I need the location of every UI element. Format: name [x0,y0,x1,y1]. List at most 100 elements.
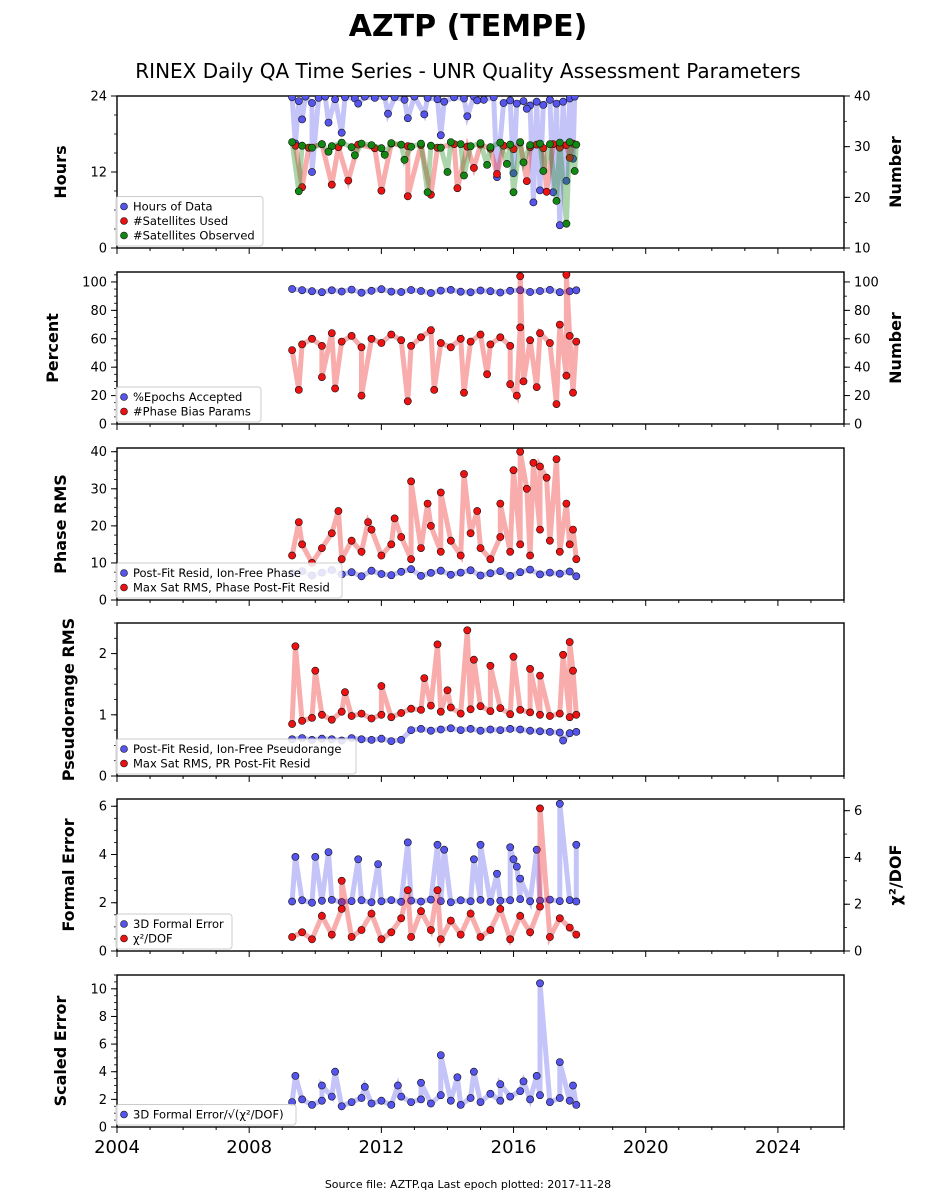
data-point [390,96,399,102]
legend-label: Max Sat RMS, PR Post-Fit Resid [133,757,310,771]
data-point [456,709,465,718]
y2-tick-label: 60 [854,332,871,347]
data-point [526,928,534,937]
legend-marker [120,745,128,753]
data-point [506,725,515,733]
data-point [321,96,330,101]
data-point [308,935,316,944]
data-point [516,540,525,549]
data-point [347,568,356,577]
y-tick-label: 4 [99,1065,107,1080]
data-point [555,288,564,297]
data-point [417,333,425,342]
data-point [536,902,544,911]
data-point [546,895,554,904]
data-point [456,287,465,296]
data-point [407,341,415,350]
data-point [559,97,567,106]
data-point [565,713,574,722]
data-point [516,448,525,456]
panel-6: 2004 2008 2012 2016 2020 2024 0 2 4 6 8 10 Scaled Er… [51,974,845,1158]
data-point [377,935,386,944]
y-tick-label: 0 [99,1121,107,1136]
data-point [387,571,396,580]
data-point [436,1091,445,1100]
data-point [486,340,495,349]
data-point [572,337,581,346]
figure-subtitle: RINEX Daily QA Time Series - UNR Quality… [135,59,800,83]
data-point [496,499,505,508]
data-point [562,499,571,508]
y2-tick-label: 100 [854,275,879,290]
data-point [555,914,564,923]
legend: %Epochs Accepted#Phase Bias Params [115,386,262,423]
data-point [433,96,442,104]
data-point [512,862,521,871]
data-point [572,140,581,149]
data-point [436,935,445,944]
data-point [337,707,346,716]
data-point [337,905,346,913]
y-axis-label: Formal Error [59,818,78,931]
data-point [526,141,534,149]
data-point [347,285,356,294]
data-point [387,896,396,904]
data-point [390,514,399,523]
data-point [436,143,445,152]
series-blue [288,96,579,230]
data-point [506,843,515,852]
data-point [493,170,501,178]
data-point [516,874,525,883]
y-tick-label: 6 [99,1038,107,1053]
data-point [407,704,415,713]
data-point [476,544,485,552]
data-point [377,339,386,347]
data-point [562,371,571,380]
data-point [476,840,485,849]
data-point [519,1077,528,1086]
data-point [555,709,564,718]
y2-tick-label: 40 [854,90,871,105]
data-point [331,96,339,104]
data-point [433,886,442,895]
legend-marker [120,920,128,928]
data-point [460,96,468,103]
data-point [502,159,511,168]
data-point [546,96,554,104]
legend-label: Post-Fit Resid, Ion-Free Phase [133,566,301,580]
data-point [506,935,515,944]
data-point [509,466,518,475]
y-tick-label: 0 [99,418,107,433]
legend-label: Hours of Data [133,200,213,214]
data-point [426,326,435,335]
data-point [417,725,425,733]
data-point [446,724,455,733]
legend-label: %Epochs Accepted [133,390,242,404]
data-point [423,96,432,102]
data-point [506,710,515,719]
series-points [288,799,581,949]
data-point [436,286,445,295]
data-point [516,138,525,146]
data-point [522,104,531,113]
data-point [446,898,455,907]
data-point [539,101,548,109]
data-point [486,1089,495,1098]
data-point [426,141,435,150]
legend: Post-Fit Resid, Ion-Free PseudorangeMax … [115,738,357,775]
data-point [569,388,577,397]
data-point [426,569,435,577]
data-point [460,388,468,397]
data-point [456,896,465,905]
data-point [423,499,432,508]
data-point [555,547,564,556]
data-point [469,855,478,864]
panel-4: 0 1 2 Pseudorange RMS Post-Fit Resid, Ion-Fr… [59,618,845,785]
data-point [426,522,435,530]
data-point [486,725,495,734]
data-point [496,726,505,734]
data-point [370,96,379,102]
data-point [572,555,581,564]
